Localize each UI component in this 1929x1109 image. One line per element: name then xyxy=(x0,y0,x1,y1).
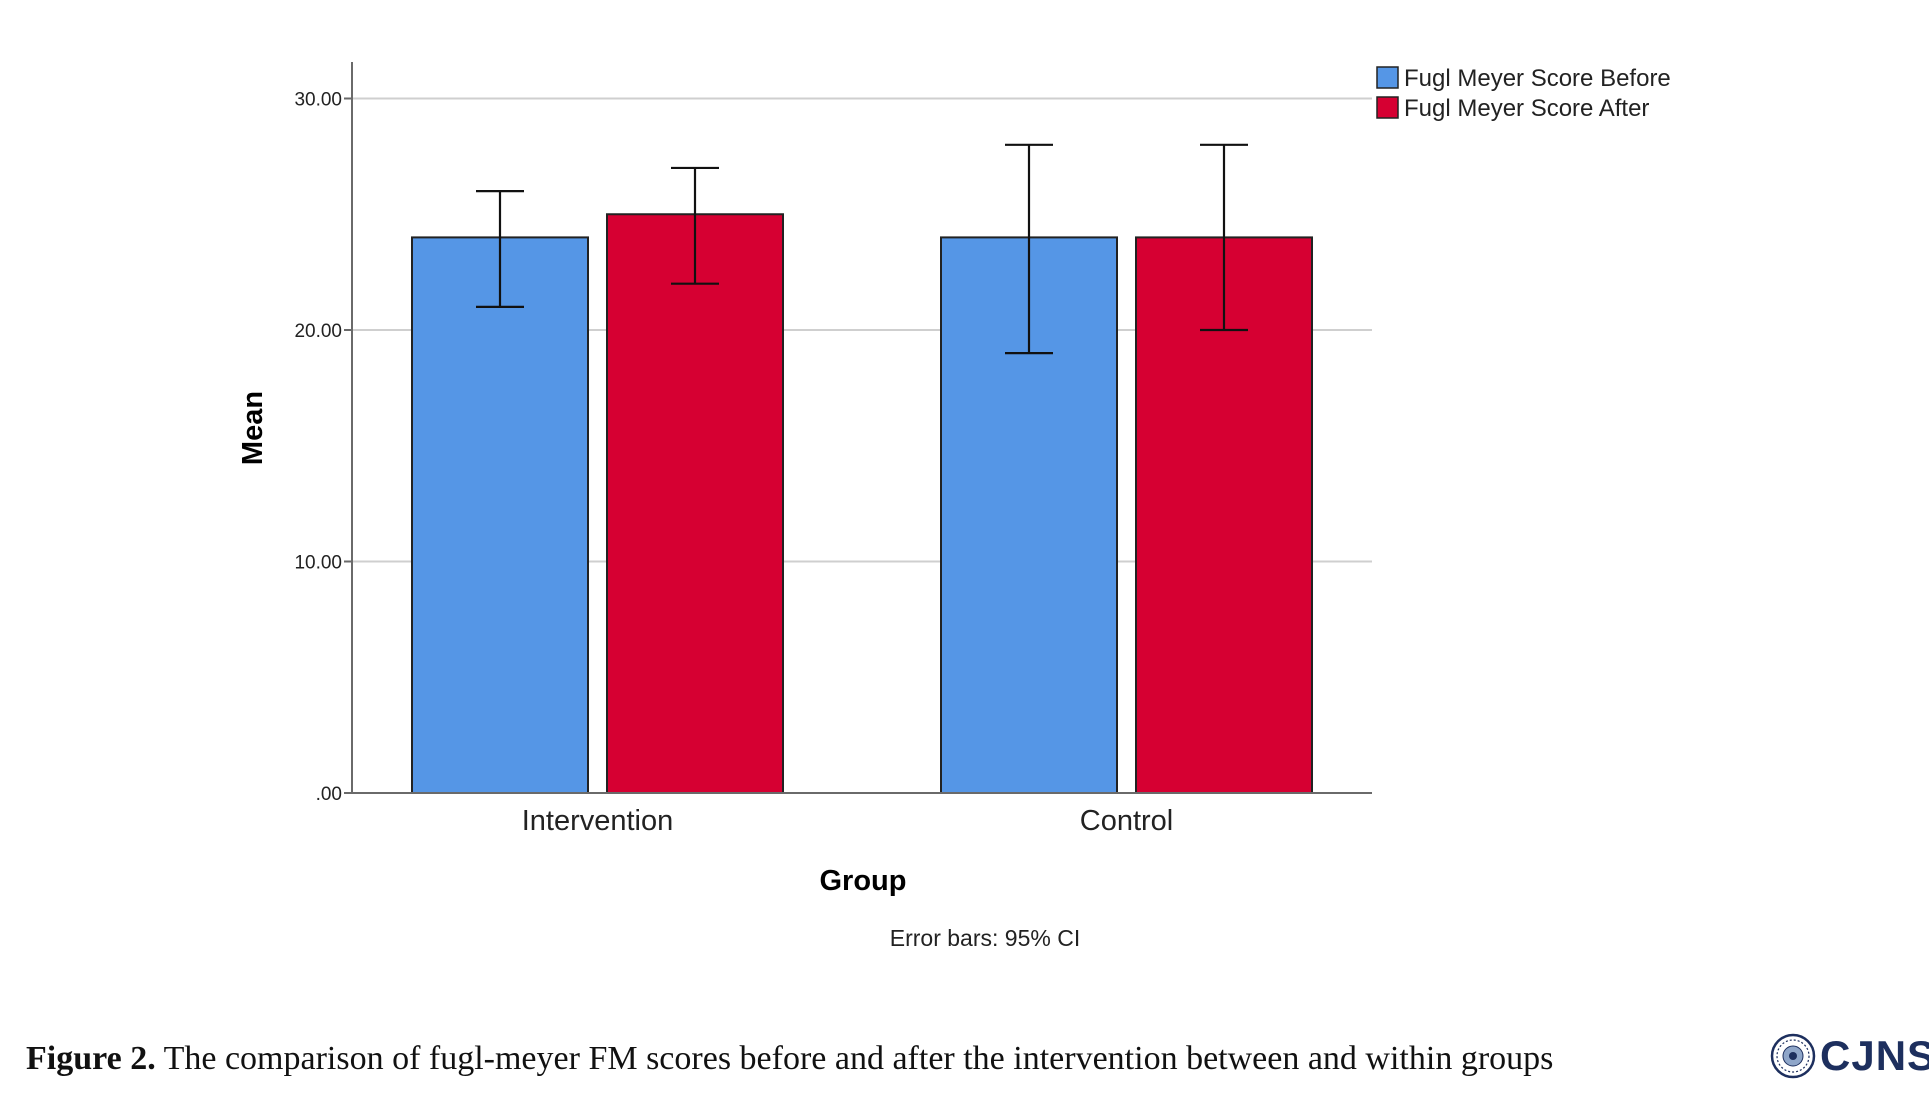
legend-item-after: Fugl Meyer Score After xyxy=(1376,95,1649,122)
category-labels: Intervention Control xyxy=(522,805,1174,837)
y-tick-labels: .00 10.00 20.00 30.00 xyxy=(294,90,342,806)
legend-label: Fugl Meyer Score After xyxy=(1404,95,1649,122)
y-tick-label-3: 30.00 xyxy=(294,90,342,111)
error-bars xyxy=(476,143,1248,355)
figure-label: Figure 2. xyxy=(26,1040,156,1077)
figure-caption: Figure 2. The comparison of fugl-meyer F… xyxy=(26,1040,1726,1078)
bars xyxy=(411,213,1313,794)
error-bar-intervention-after xyxy=(671,166,719,285)
journal-logo-text: CJNS xyxy=(1820,1032,1929,1079)
figure-caption-text: The comparison of fugl-meyer FM scores b… xyxy=(155,1040,1554,1077)
legend-swatch xyxy=(1376,66,1399,89)
y-tick-label-2: 20.00 xyxy=(294,321,342,342)
error-bar-control-before xyxy=(1005,143,1053,355)
journal-seal-icon xyxy=(1770,1033,1816,1079)
legend: Fugl Meyer Score Before Fugl Meyer Score … xyxy=(1376,65,1671,122)
bar-intervention-after xyxy=(606,213,784,794)
error-bars-note: Error bars: 95% CI xyxy=(890,925,1080,951)
legend-label: Fugl Meyer Score Before xyxy=(1404,65,1671,92)
legend-item-before: Fugl Meyer Score Before xyxy=(1376,65,1671,92)
axes xyxy=(344,62,1372,794)
category-label-intervention: Intervention xyxy=(522,805,674,837)
error-bar-intervention-before xyxy=(476,190,524,308)
error-bar-control-after xyxy=(1200,143,1248,332)
journal-logo: CJNS xyxy=(1770,1032,1929,1080)
bar-intervention-before xyxy=(411,236,589,794)
x-axis-title: Group xyxy=(820,865,907,897)
bar-chart: .00 10.00 20.00 30.00 Intervention Control M… xyxy=(237,62,1671,951)
legend-swatch xyxy=(1376,96,1399,119)
y-tick-label-1: 10.00 xyxy=(294,553,342,574)
y-axis-title: Mean xyxy=(237,391,269,465)
category-label-control: Control xyxy=(1080,805,1174,837)
y-tick-label-0: .00 xyxy=(316,784,342,805)
